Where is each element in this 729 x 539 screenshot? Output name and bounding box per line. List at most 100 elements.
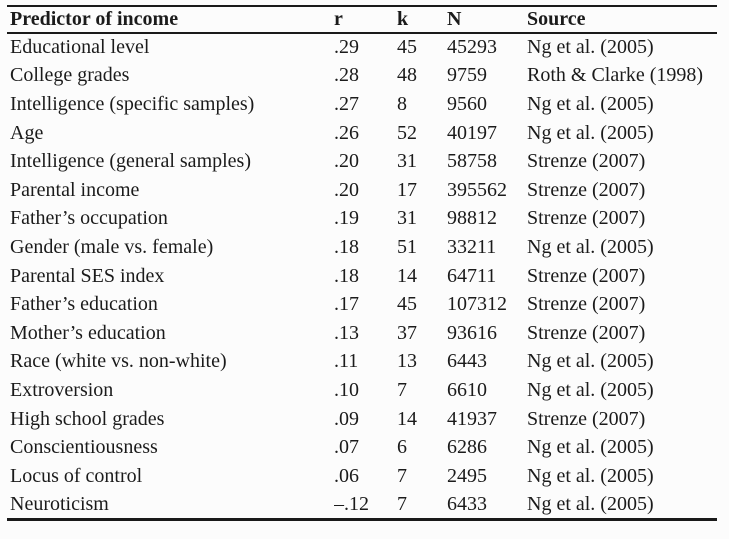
cell-r: –.12 [334,492,369,515]
cell-predictor: Age [10,121,44,144]
cell-source: Ng et al. (2005) [527,36,654,59]
cell-k: 45 [397,36,417,59]
cell-predictor: Parental SES index [10,264,165,287]
cell-predictor: Extroversion [10,378,114,401]
cell-predictor: Educational level [10,36,150,59]
cell-r: .29 [334,36,359,59]
table-row: Race (white vs. non-white) .11 13 6443 Ng et… [7,348,717,377]
cell-r: .18 [334,235,359,258]
cell-predictor: College grades [10,64,130,87]
cell-predictor: Locus of control [10,464,143,487]
cell-n: 2495 [447,464,487,487]
cell-r: .26 [334,121,359,144]
cell-n: 6286 [447,436,487,459]
cell-predictor: Father’s occupation [10,207,168,230]
cell-predictor: Parental income [10,178,140,201]
table-body: Educational level .29 45 45293 Ng et al. (20… [7,33,717,519]
cell-source: Strenze (2007) [527,207,646,230]
cell-k: 45 [397,293,417,316]
cell-k: 14 [397,407,417,430]
cell-source: Ng et al. (2005) [527,436,654,459]
cell-n: 6443 [447,350,487,373]
header-r: r [334,6,397,34]
table-row: Neuroticism –.12 7 6433 Ng et al. (2005) [7,491,717,520]
cell-r: .18 [334,264,359,287]
cell-r: .06 [334,464,359,487]
cell-r: .11 [334,350,359,373]
cell-predictor: High school grades [10,407,165,430]
table-row: Father’s education .17 45 107312 Strenze (20… [7,290,717,319]
predictors-of-income-table: Predictor of income r k N Source Educati… [7,5,717,521]
table-row: Gender (male vs. female) .18 51 33211 Ng et … [7,233,717,262]
cell-k: 37 [397,321,417,344]
cell-k: 6 [397,436,407,459]
cell-n: 45293 [447,36,497,59]
table-header: Predictor of income r k N Source [7,6,717,34]
cell-n: 9560 [447,92,487,115]
cell-predictor: Race (white vs. non-white) [10,350,227,373]
cell-r: .17 [334,293,359,316]
header-k: k [397,6,447,34]
cell-source: Ng et al. (2005) [527,121,654,144]
cell-source: Strenze (2007) [527,178,646,201]
cell-r: .19 [334,207,359,230]
cell-n: 33211 [447,235,497,258]
cell-predictor: Intelligence (specific samples) [10,92,255,115]
cell-k: 14 [397,264,417,287]
cell-k: 7 [397,464,407,487]
cell-r: .10 [334,378,359,401]
cell-source: Strenze (2007) [527,264,646,287]
cell-n: 41937 [447,407,497,430]
cell-r: .09 [334,407,359,430]
cell-k: 7 [397,492,407,515]
cell-source: Strenze (2007) [527,321,646,344]
cell-source: Roth & Clarke (1998) [527,64,704,87]
table-row: Mother’s education .13 37 93616 Strenze (200… [7,319,717,348]
cell-n: 107312 [447,293,507,316]
table-header-row: Predictor of income r k N Source [7,6,717,34]
cell-k: 52 [397,121,417,144]
cell-predictor: Gender (male vs. female) [10,235,214,258]
cell-n: 98812 [447,207,497,230]
cell-k: 31 [397,150,417,173]
cell-predictor: Father’s education [10,293,158,316]
cell-source: Strenze (2007) [527,293,646,316]
cell-n: 395562 [447,178,507,201]
cell-n: 9759 [447,64,487,87]
cell-r: .20 [334,150,359,173]
cell-source: Ng et al. (2005) [527,92,654,115]
cell-k: 51 [397,235,417,258]
header-n: N [447,6,527,34]
cell-source: Ng et al. (2005) [527,350,654,373]
cell-n: 64711 [447,264,497,287]
table-row: Extroversion .10 7 6610 Ng et al. (2005) [7,376,717,405]
table-row: High school grades .09 14 41937 Strenze (200… [7,405,717,434]
table-row: Parental SES index .18 14 64711 Strenze (200… [7,262,717,291]
table-row: Parental income .20 17 395562 Strenze (2007) [7,176,717,205]
cell-n: 93616 [447,321,497,344]
cell-source: Ng et al. (2005) [527,235,654,258]
cell-r: .20 [334,178,359,201]
cell-predictor: Conscientiousness [10,436,158,459]
cell-n: 6610 [447,378,487,401]
cell-predictor: Neuroticism [10,492,109,515]
cell-r: .07 [334,436,359,459]
cell-k: 48 [397,64,417,87]
table-row: Educational level .29 45 45293 Ng et al. (20… [7,33,717,62]
table-row: College grades .28 48 9759 Roth & Clarke (19… [7,62,717,91]
cell-k: 8 [397,92,407,115]
header-predictor-of-income: Predictor of income [7,6,334,34]
cell-k: 17 [397,178,417,201]
table-row: Age .26 52 40197 Ng et al. (2005) [7,119,717,148]
cell-n: 40197 [447,121,497,144]
cell-source: Strenze (2007) [527,407,646,430]
table-row: Intelligence (general samples) .20 31 58758… [7,147,717,176]
cell-r: .13 [334,321,359,344]
table-row: Father’s occupation .19 31 98812 Strenze (20… [7,205,717,234]
cell-predictor: Mother’s education [10,321,166,344]
cell-source: Ng et al. (2005) [527,378,654,401]
cell-k: 31 [397,207,417,230]
cell-k: 13 [397,350,417,373]
cell-source: Ng et al. (2005) [527,492,654,515]
